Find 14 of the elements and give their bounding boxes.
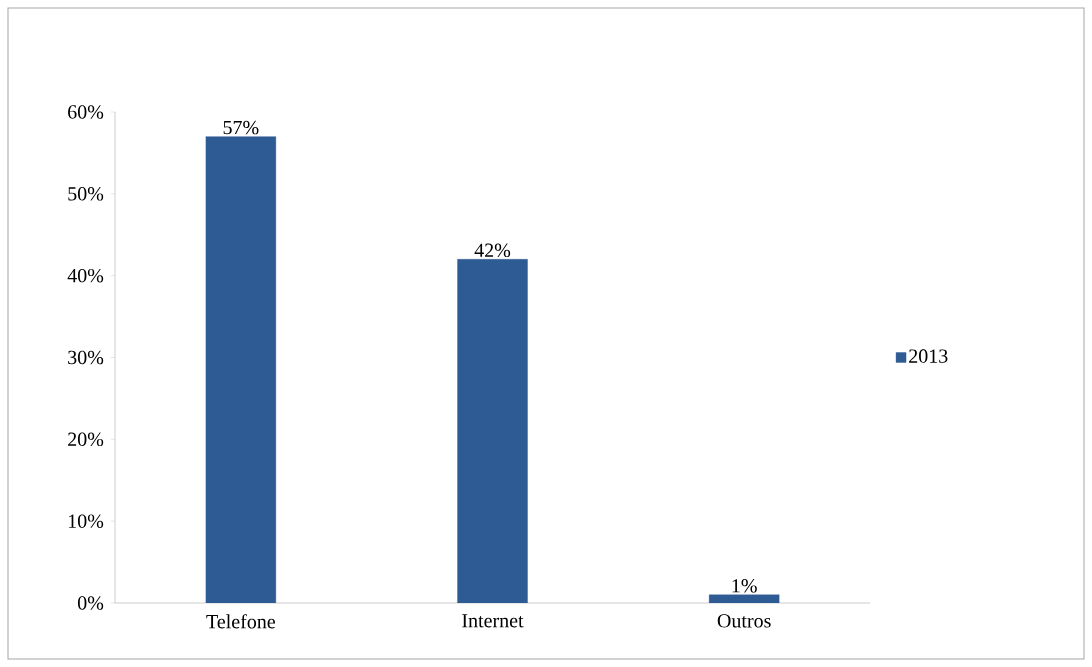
data-label: 1% (732, 579, 757, 593)
legend-label: 2013 (909, 349, 948, 363)
data-label: 42% (474, 243, 511, 258)
x-tick-label: Telefone (206, 614, 276, 629)
y-tick-label: 30% (68, 350, 104, 365)
x-tick-label: Internet (462, 614, 524, 628)
y-tick-label: 10% (68, 514, 104, 528)
y-tick-label: 0% (77, 596, 104, 610)
data-label: 57% (223, 120, 259, 135)
y-tick-label: 20% (68, 432, 104, 447)
y-tick-label: 50% (68, 187, 104, 201)
x-tick-label: Outros (717, 614, 771, 628)
y-tick-label: 60% (68, 105, 104, 119)
y-tick-label: 40% (67, 268, 104, 283)
